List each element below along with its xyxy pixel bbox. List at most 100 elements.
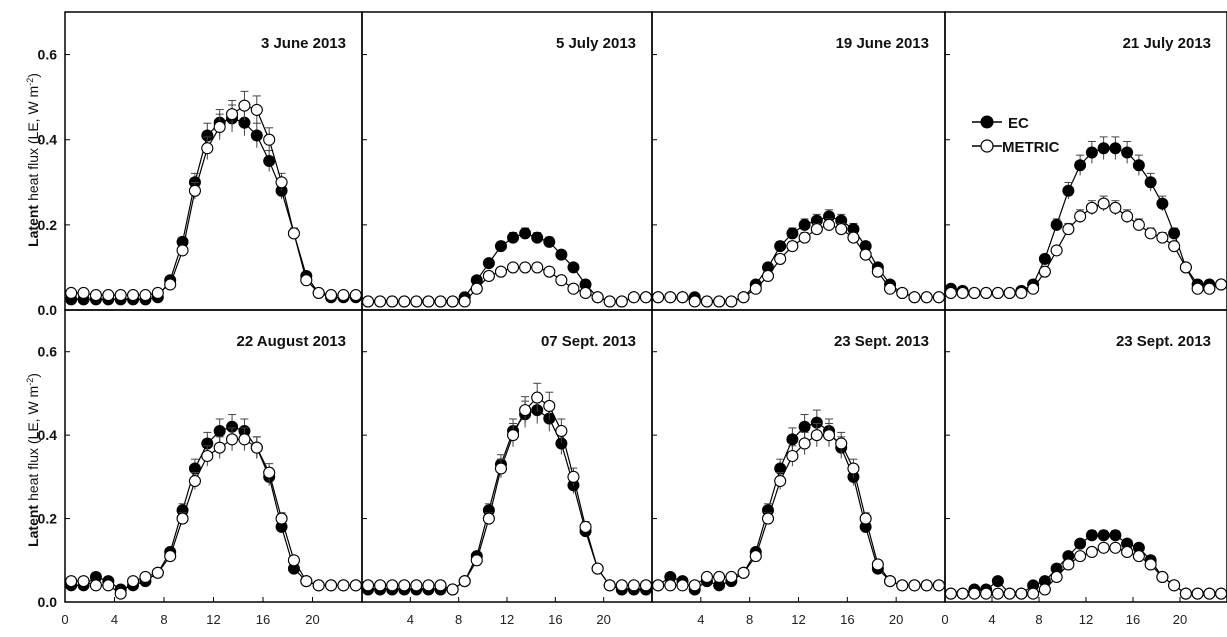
- data-point-metric: [1179, 587, 1192, 600]
- panel-frame: [944, 309, 1227, 603]
- data-point-metric: [896, 579, 909, 592]
- data-point-metric: [1203, 282, 1216, 295]
- data-point-metric: [991, 286, 1004, 300]
- data-point-metric: [871, 265, 884, 278]
- data-point-ec: [1097, 529, 1110, 542]
- data-point-metric: [652, 579, 665, 592]
- series-line-ec: [71, 117, 356, 300]
- data-point-metric: [713, 570, 726, 584]
- data-point-metric: [1050, 244, 1063, 257]
- data-point-metric: [543, 399, 556, 412]
- data-point-metric: [531, 391, 544, 404]
- data-point-ec: [1085, 529, 1098, 542]
- data-point-metric: [579, 520, 592, 533]
- data-point-ec: [1109, 529, 1122, 542]
- data-point-metric: [859, 248, 872, 261]
- x-tick-label: 8: [455, 612, 462, 627]
- data-point-metric: [238, 433, 251, 446]
- x-tick-label: 0: [61, 612, 68, 627]
- data-point-metric: [1109, 201, 1122, 214]
- data-point-metric: [1121, 210, 1134, 223]
- data-point-metric: [920, 579, 933, 592]
- y-axis-label-row2: Latentheat flux (LE, W m-2): [25, 373, 41, 547]
- panel-title: 5 July 2013: [556, 35, 636, 52]
- data-point-metric: [1168, 579, 1181, 592]
- data-point-metric: [1038, 265, 1051, 278]
- data-point-ec: [555, 248, 568, 261]
- data-point-metric: [956, 587, 969, 600]
- data-point-metric: [991, 587, 1004, 600]
- data-point-metric: [932, 579, 945, 592]
- x-tick-label: 8: [160, 612, 167, 627]
- data-point-metric: [737, 566, 750, 579]
- data-point-metric: [968, 286, 981, 300]
- data-point-metric: [506, 261, 520, 274]
- data-point-metric: [188, 184, 201, 197]
- data-point-metric: [884, 282, 897, 295]
- data-point-metric: [250, 441, 263, 454]
- y-tick-label: 0.2: [38, 217, 58, 233]
- data-point-metric: [786, 240, 799, 253]
- data-point-metric: [482, 512, 495, 525]
- y-tick-label: 0.2: [38, 511, 58, 527]
- panel-frame: [361, 309, 653, 603]
- data-point-ec: [1132, 159, 1145, 172]
- legend-ec-marker: [980, 115, 994, 129]
- data-point-metric: [1062, 223, 1075, 236]
- data-point-metric: [555, 424, 568, 438]
- data-point-metric: [579, 286, 592, 300]
- data-point-metric: [531, 261, 544, 274]
- data-point-metric: [737, 291, 750, 304]
- x-tick-label: 12: [1079, 612, 1093, 627]
- x-tick-label: 20: [305, 612, 319, 627]
- data-point-metric: [543, 265, 556, 278]
- data-point-metric: [519, 404, 532, 417]
- data-point-metric: [494, 265, 508, 278]
- data-point-metric: [555, 274, 568, 287]
- data-point-metric: [956, 286, 969, 300]
- data-point-metric: [102, 289, 115, 302]
- x-tick-label: 8: [746, 612, 753, 627]
- series-line-metric: [368, 266, 646, 303]
- legend: EC METRIC: [972, 115, 1060, 156]
- data-point-ec: [507, 231, 520, 244]
- panel-2: 5 July 2013: [361, 11, 653, 311]
- data-point-metric: [676, 579, 689, 592]
- x-tick-label: 0: [941, 612, 948, 627]
- data-point-metric: [1121, 545, 1134, 558]
- data-point-ec: [786, 433, 799, 446]
- data-point-metric: [1015, 587, 1028, 600]
- series-line-ec: [657, 421, 939, 591]
- panel-8: 23 Sept. 2013 0 4 8 12 16 20: [941, 309, 1227, 627]
- data-point-metric: [482, 269, 495, 282]
- data-point-metric: [151, 286, 164, 300]
- x-tick-label: 8: [1035, 612, 1042, 627]
- data-point-metric: [238, 99, 251, 112]
- data-point-metric: [176, 512, 189, 525]
- data-point-ec: [786, 227, 799, 240]
- data-point-metric: [1132, 550, 1145, 563]
- series-line-ec: [658, 215, 939, 303]
- y-axis-label-row1: Latentheat flux (LE, W m-2): [25, 73, 41, 247]
- data-point-metric: [77, 286, 90, 300]
- data-point-ec: [1050, 218, 1063, 231]
- data-point-metric: [591, 562, 604, 575]
- data-point-metric: [458, 575, 471, 588]
- data-point-metric: [725, 570, 738, 584]
- data-point-ec: [774, 240, 787, 253]
- data-point-ec: [482, 257, 495, 270]
- data-point-metric: [361, 295, 375, 308]
- data-point-metric: [932, 291, 945, 304]
- y-tick-label: 0.6: [38, 344, 58, 360]
- data-point-metric: [519, 261, 532, 274]
- data-point-metric: [774, 474, 787, 488]
- data-point-metric: [1038, 583, 1051, 596]
- y-tick-label: 0.0: [38, 302, 58, 318]
- panel-4: 21 July 2013: [944, 11, 1227, 311]
- data-point-metric: [700, 295, 713, 308]
- data-point-metric: [386, 295, 399, 308]
- data-point-metric: [226, 433, 239, 446]
- data-point-ec: [1156, 197, 1169, 210]
- legend-metric-label: METRIC: [1002, 139, 1060, 156]
- data-point-ec: [1038, 252, 1051, 265]
